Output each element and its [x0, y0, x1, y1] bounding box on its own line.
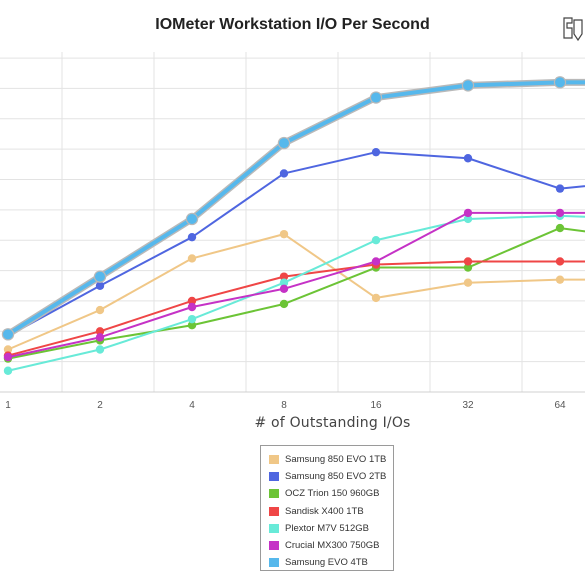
- data-point[interactable]: [463, 257, 473, 266]
- chart-title: IOMeter Workstation I/O Per Second: [155, 16, 430, 33]
- data-point[interactable]: [371, 257, 381, 266]
- data-point[interactable]: [95, 327, 105, 336]
- x-tick-labels: 1 2 4 8 16 32 64: [5, 400, 566, 410]
- legend-item[interactable]: Plextor M7V 512GB: [269, 520, 393, 537]
- series-samsung-evo-4tb: [1, 76, 585, 341]
- data-point[interactable]: [95, 271, 105, 282]
- legend-swatch: [269, 489, 279, 499]
- series-samsung-850-evo-1tb: [3, 229, 585, 354]
- data-point[interactable]: [187, 302, 197, 312]
- x-tick-label: 64: [554, 400, 566, 410]
- data-point[interactable]: [279, 138, 289, 149]
- legend-swatch: [269, 523, 279, 533]
- data-point[interactable]: [463, 208, 473, 218]
- data-point[interactable]: [95, 281, 105, 290]
- data-point[interactable]: [279, 278, 289, 287]
- legend-item[interactable]: Samsung 850 EVO 2TB: [269, 468, 393, 485]
- data-point[interactable]: [187, 296, 197, 306]
- legend-label: Samsung 850 EVO 1TB: [285, 454, 387, 466]
- data-point[interactable]: [187, 254, 197, 263]
- data-point[interactable]: [187, 213, 197, 224]
- data-point[interactable]: [3, 329, 13, 340]
- data-point[interactable]: [463, 278, 473, 287]
- data-point[interactable]: [555, 223, 565, 233]
- series-line: [7, 260, 585, 357]
- legend-swatch: [269, 541, 279, 551]
- x-tick-label: 8: [281, 400, 287, 410]
- legend-swatch: [269, 506, 279, 516]
- data-point[interactable]: [187, 314, 197, 324]
- series-line: [7, 233, 585, 351]
- series-line: [7, 214, 585, 372]
- data-point[interactable]: [463, 154, 473, 163]
- series-crucial-mx300-750gb: [3, 208, 585, 362]
- legend-label: Plextor M7V 512GB: [285, 522, 369, 534]
- data-point[interactable]: [279, 272, 289, 281]
- x-axis-title: # of Outstanding I/Os: [254, 415, 411, 431]
- data-point[interactable]: [371, 293, 381, 303]
- legend-label: Crucial MX300 750GB: [285, 540, 380, 552]
- legend-item[interactable]: Samsung 850 EVO 1TB: [269, 451, 393, 468]
- legend-item[interactable]: OCZ Trion 150 960GB: [269, 485, 393, 502]
- data-point[interactable]: [463, 80, 473, 91]
- data-point[interactable]: [463, 263, 473, 272]
- data-point[interactable]: [279, 229, 289, 239]
- series-line: [7, 227, 585, 360]
- data-point[interactable]: [187, 232, 197, 242]
- x-tick-label: 2: [97, 400, 103, 410]
- data-point[interactable]: [555, 257, 565, 266]
- data-point[interactable]: [555, 77, 565, 88]
- data-point[interactable]: [3, 366, 13, 375]
- legend-label: Samsung 850 EVO 2TB: [285, 471, 387, 483]
- series-layer: [1, 76, 585, 375]
- data-point[interactable]: [279, 169, 289, 178]
- data-point[interactable]: [187, 321, 197, 330]
- legend: Samsung 850 EVO 1TB Samsung 850 EVO 2TB OC…: [260, 445, 394, 571]
- series-line: [6, 80, 585, 337]
- legend-label: Samsung EVO 4TB: [285, 557, 368, 569]
- data-point[interactable]: [555, 208, 565, 218]
- data-point[interactable]: [279, 284, 289, 293]
- data-point[interactable]: [3, 352, 13, 362]
- legend-item[interactable]: Crucial MX300 750GB: [269, 537, 393, 554]
- data-point[interactable]: [371, 147, 381, 157]
- series-line-shadow: [6, 78, 585, 338]
- grid: [0, 52, 585, 393]
- series-samsung-850-evo-2tb: [3, 147, 585, 341]
- x-tick-label: 4: [189, 400, 195, 410]
- legend-label: OCZ Trion 150 960GB: [285, 488, 380, 500]
- x-tick-label: 32: [462, 400, 474, 410]
- legend-item[interactable]: Sandisk X400 1TB: [269, 503, 393, 520]
- data-point[interactable]: [555, 275, 565, 284]
- legend-swatch: [269, 455, 279, 465]
- x-tick-label: 1: [5, 400, 11, 410]
- data-point[interactable]: [371, 236, 381, 245]
- data-point[interactable]: [371, 92, 381, 103]
- series-ocz-trion-150-960gb: [3, 223, 585, 363]
- series-line: [7, 151, 585, 337]
- plot-area: 1 2 4 8 16 32 64: [0, 52, 585, 410]
- legend-item[interactable]: Samsung EVO 4TB: [269, 554, 393, 571]
- data-point[interactable]: [95, 333, 105, 342]
- x-tick-label: 16: [370, 400, 382, 410]
- data-point[interactable]: [3, 345, 13, 354]
- data-point[interactable]: [95, 345, 105, 354]
- series-sandisk-x400-1tb: [3, 257, 585, 360]
- data-point[interactable]: [463, 214, 473, 224]
- data-point[interactable]: [279, 299, 289, 309]
- series-line: [7, 211, 585, 359]
- legend-swatch: [269, 558, 279, 568]
- outlined-symbol-icon: [563, 17, 583, 42]
- legend-swatch: [269, 472, 279, 482]
- data-point[interactable]: [555, 184, 565, 193]
- legend-label: Sandisk X400 1TB: [285, 505, 364, 517]
- series-plextor-m7v-512gb: [3, 211, 585, 375]
- data-point[interactable]: [95, 305, 105, 315]
